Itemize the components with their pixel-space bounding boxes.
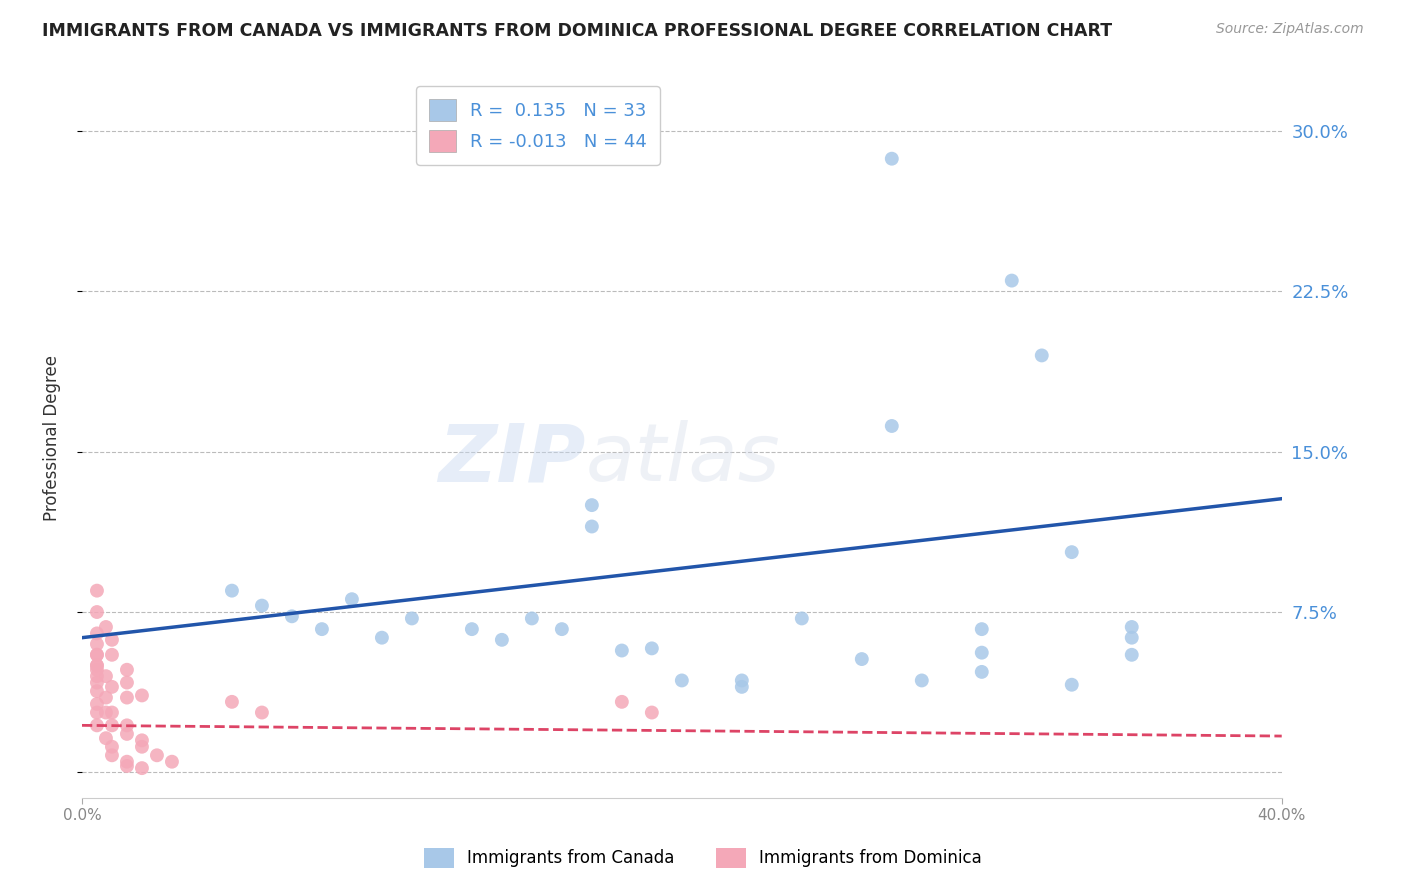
Point [131, 733, 153, 747]
Text: IMMIGRANTS FROM CANADA VS IMMIGRANTS FROM DOMINICA PROFESSIONAL DEGREE CORRELATI: IMMIGRANTS FROM CANADA VS IMMIGRANTS FRO… [42, 22, 1112, 40]
Point [1060, 678, 1083, 692]
Point [86, 583, 108, 598]
Point [94, 620, 117, 634]
Point [115, 718, 138, 732]
Point [461, 622, 484, 636]
Point [115, 663, 138, 677]
Point [671, 673, 693, 688]
Point [86, 663, 108, 677]
Point [250, 599, 273, 613]
Point [731, 673, 754, 688]
Point [641, 641, 664, 656]
Point [86, 718, 108, 732]
Point [86, 605, 108, 619]
Point [94, 706, 117, 720]
Point [101, 680, 124, 694]
Point [86, 669, 108, 683]
Point [86, 648, 108, 662]
Point [115, 759, 138, 773]
Point [86, 684, 108, 698]
Point [86, 706, 108, 720]
Point [131, 739, 153, 754]
Point [86, 648, 108, 662]
Text: ZIP: ZIP [439, 420, 586, 499]
Point [880, 152, 903, 166]
Legend: R =  0.135   N = 33, R = -0.013   N = 44: R = 0.135 N = 33, R = -0.013 N = 44 [416, 87, 659, 165]
Point [1060, 545, 1083, 559]
Point [880, 419, 903, 434]
Point [115, 727, 138, 741]
Text: atlas: atlas [586, 420, 780, 499]
Point [551, 622, 574, 636]
Point [731, 680, 754, 694]
Point [86, 637, 108, 651]
Point [94, 731, 117, 746]
Point [970, 622, 993, 636]
Point [1121, 620, 1143, 634]
Point [970, 665, 993, 679]
Point [1121, 648, 1143, 662]
Legend: Immigrants from Canada, Immigrants from Dominica: Immigrants from Canada, Immigrants from … [418, 841, 988, 875]
Point [86, 658, 108, 673]
Point [86, 697, 108, 711]
Point [311, 622, 333, 636]
Point [160, 755, 183, 769]
Point [790, 611, 813, 625]
Point [221, 695, 243, 709]
Point [281, 609, 304, 624]
Point [491, 632, 513, 647]
Point [94, 669, 117, 683]
Point [911, 673, 934, 688]
Point [101, 739, 124, 754]
Point [970, 646, 993, 660]
Point [86, 626, 108, 640]
Point [146, 748, 169, 763]
Point [101, 718, 124, 732]
Point [131, 761, 153, 775]
Point [340, 592, 363, 607]
Point [101, 748, 124, 763]
Point [641, 706, 664, 720]
Point [851, 652, 873, 666]
Point [581, 519, 603, 533]
Point [520, 611, 543, 625]
Point [86, 658, 108, 673]
Text: Source: ZipAtlas.com: Source: ZipAtlas.com [1216, 22, 1364, 37]
Point [94, 690, 117, 705]
Point [1121, 631, 1143, 645]
Point [131, 689, 153, 703]
Point [610, 643, 633, 657]
Point [401, 611, 423, 625]
Point [1001, 274, 1024, 288]
Point [1031, 348, 1053, 362]
Point [581, 498, 603, 512]
Point [250, 706, 273, 720]
Point [371, 631, 394, 645]
Point [86, 675, 108, 690]
Point [101, 648, 124, 662]
Point [115, 755, 138, 769]
Point [610, 695, 633, 709]
Point [115, 675, 138, 690]
Point [101, 706, 124, 720]
Point [221, 583, 243, 598]
Point [115, 690, 138, 705]
Y-axis label: Professional Degree: Professional Degree [44, 355, 60, 521]
Point [101, 632, 124, 647]
